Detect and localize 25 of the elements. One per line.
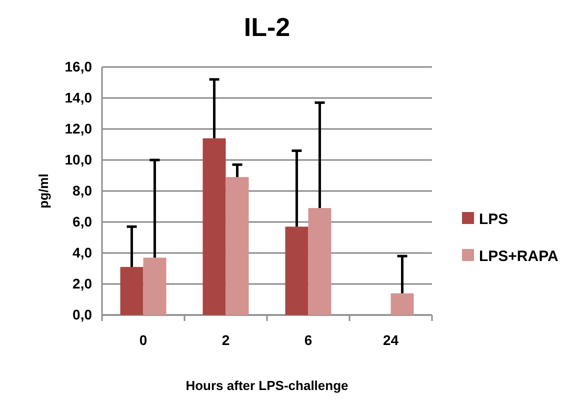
bar [226,177,249,315]
bar [285,226,308,315]
x-tick-label: 24 [382,332,399,348]
bar [143,258,166,315]
x-axis-title: Hours after LPS-challenge [186,378,348,393]
legend-label: LPS+RAPA [479,248,558,265]
y-tick-label: 2,0 [72,275,92,292]
legend-label: LPS [479,211,508,228]
bar [308,208,332,315]
x-tick-label: 6 [304,332,312,348]
y-tick-label: 0,0 [72,306,92,322]
bar [390,293,414,315]
y-tick-label: 10,0 [64,151,92,168]
x-tick-label: 2 [222,332,230,348]
y-tick-label: 4,0 [72,244,92,260]
y-axis-title: pg/ml [36,174,51,208]
bar [120,266,144,315]
y-tick-label: 14,0 [64,89,92,106]
y-tick-label: 16,0 [64,58,92,74]
chart-title: IL-2 [244,12,290,42]
bar [202,138,226,315]
y-tick-label: 12,0 [64,120,92,136]
y-tick-label: 6,0 [72,213,92,230]
y-tick-label: 8,0 [72,182,92,198]
x-tick-label: 0 [139,332,148,348]
